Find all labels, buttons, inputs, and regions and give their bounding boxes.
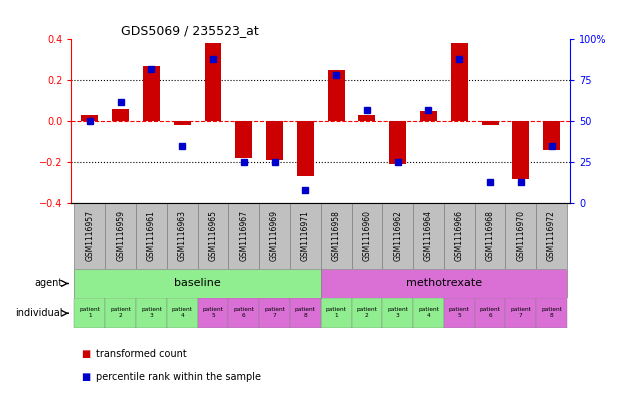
Text: GSM1116962: GSM1116962 — [393, 210, 402, 261]
Text: patient
8: patient 8 — [541, 307, 562, 318]
Text: patient
4: patient 4 — [172, 307, 193, 318]
Bar — [106, 298, 136, 328]
Bar — [174, 121, 191, 125]
Bar — [358, 115, 375, 121]
Bar — [383, 203, 413, 268]
Bar — [383, 298, 413, 328]
Text: baseline: baseline — [175, 279, 221, 288]
Text: patient
1: patient 1 — [79, 307, 101, 318]
Text: GSM1116970: GSM1116970 — [516, 210, 525, 261]
Bar — [512, 121, 529, 178]
Text: patient
7: patient 7 — [264, 307, 285, 318]
Bar — [351, 298, 383, 328]
Bar — [229, 298, 259, 328]
Text: GSM1116963: GSM1116963 — [178, 210, 187, 261]
Bar — [328, 70, 345, 121]
Text: patient
5: patient 5 — [449, 307, 469, 318]
Text: agent: agent — [34, 279, 62, 288]
Bar — [197, 298, 229, 328]
Text: patient
6: patient 6 — [479, 307, 501, 318]
Text: ■: ■ — [81, 349, 90, 359]
Bar — [81, 115, 98, 121]
Bar — [143, 66, 160, 121]
Text: patient
2: patient 2 — [356, 307, 378, 318]
Bar — [321, 298, 351, 328]
Bar — [351, 203, 383, 268]
Bar — [197, 203, 229, 268]
Bar — [204, 43, 222, 121]
Bar — [297, 121, 314, 176]
Bar — [290, 203, 320, 268]
Text: patient
2: patient 2 — [111, 307, 131, 318]
Text: GSM1116960: GSM1116960 — [363, 210, 371, 261]
Text: percentile rank within the sample: percentile rank within the sample — [96, 372, 261, 382]
Text: GSM1116967: GSM1116967 — [239, 210, 248, 261]
Bar — [235, 121, 252, 158]
Bar — [106, 203, 136, 268]
Text: patient
3: patient 3 — [141, 307, 162, 318]
Bar — [389, 121, 406, 164]
Bar — [543, 121, 560, 150]
Bar — [536, 203, 567, 268]
Text: GSM1116961: GSM1116961 — [147, 210, 156, 261]
Bar — [229, 203, 259, 268]
Bar — [290, 298, 320, 328]
Bar — [505, 298, 536, 328]
Bar — [75, 298, 106, 328]
Text: GDS5069 / 235523_at: GDS5069 / 235523_at — [121, 24, 259, 37]
Bar — [444, 298, 474, 328]
Bar — [112, 109, 129, 121]
Text: methotrexate: methotrexate — [406, 279, 482, 288]
Text: GSM1116965: GSM1116965 — [209, 210, 217, 261]
Text: GSM1116969: GSM1116969 — [270, 210, 279, 261]
Bar — [266, 121, 283, 160]
Text: patient
5: patient 5 — [202, 307, 224, 318]
Bar — [136, 203, 167, 268]
Bar — [474, 203, 505, 268]
Bar — [259, 203, 290, 268]
Bar — [321, 203, 351, 268]
Text: patient
8: patient 8 — [295, 307, 316, 318]
Text: GSM1116959: GSM1116959 — [116, 210, 125, 261]
Bar — [167, 298, 197, 328]
Bar — [536, 298, 567, 328]
Text: transformed count: transformed count — [96, 349, 187, 359]
Bar — [167, 203, 197, 268]
Text: patient
1: patient 1 — [325, 307, 347, 318]
Bar — [259, 298, 290, 328]
Bar — [444, 203, 474, 268]
Text: individual: individual — [15, 308, 62, 318]
Text: ■: ■ — [81, 372, 90, 382]
Bar — [75, 268, 320, 298]
Text: GSM1116964: GSM1116964 — [424, 210, 433, 261]
Bar — [413, 298, 444, 328]
Text: GSM1116957: GSM1116957 — [85, 210, 94, 261]
Bar — [481, 121, 499, 125]
Bar — [505, 203, 536, 268]
Text: GSM1116972: GSM1116972 — [547, 210, 556, 261]
Text: GSM1116968: GSM1116968 — [486, 210, 494, 261]
Bar — [413, 203, 444, 268]
Text: patient
3: patient 3 — [388, 307, 408, 318]
Text: GSM1116958: GSM1116958 — [332, 210, 341, 261]
Bar — [474, 298, 505, 328]
Bar — [136, 298, 167, 328]
Bar — [451, 43, 468, 121]
Text: patient
4: patient 4 — [418, 307, 439, 318]
Text: GSM1116966: GSM1116966 — [455, 210, 464, 261]
Bar — [420, 111, 437, 121]
Text: patient
7: patient 7 — [510, 307, 531, 318]
Text: GSM1116971: GSM1116971 — [301, 210, 310, 261]
Bar — [321, 268, 567, 298]
Bar — [75, 203, 106, 268]
Text: patient
6: patient 6 — [233, 307, 254, 318]
